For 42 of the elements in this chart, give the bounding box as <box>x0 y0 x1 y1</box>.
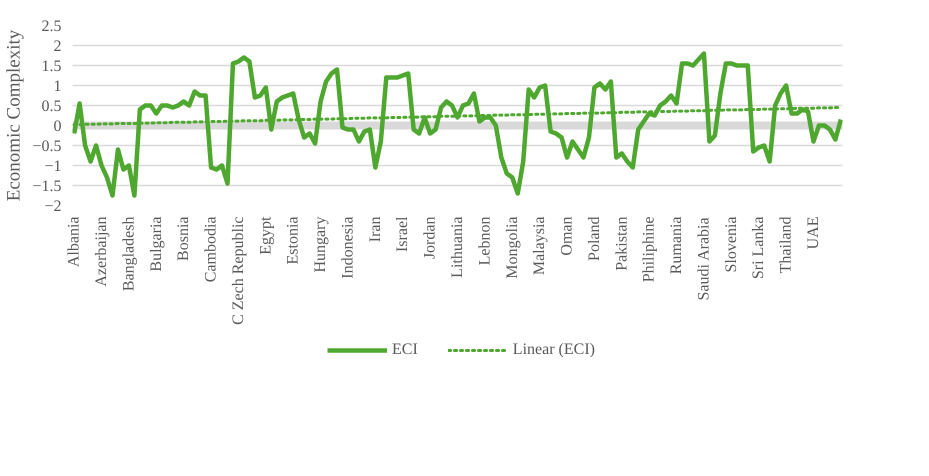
x-tick-label: Oman <box>558 216 576 256</box>
y-tick-label: 2.5 <box>42 18 62 35</box>
x-tick-label: Israel <box>394 216 412 252</box>
x-tick-label: Rumania <box>668 216 686 274</box>
x-tick-label: Iran <box>366 216 384 242</box>
x-tick-label: Cambodia <box>202 216 220 282</box>
legend-label: Linear (ECI) <box>512 340 595 358</box>
x-tick-label: Malaysia <box>531 216 548 276</box>
y-tick-label: 1.5 <box>42 58 62 75</box>
x-tick-label: Slovenia <box>722 216 740 272</box>
y-axis-title: Economic Complexity <box>3 29 24 202</box>
x-tick-label: Jordan <box>422 216 439 260</box>
x-tick-label: Sri Lanka <box>750 216 768 280</box>
x-tick-label: Hungary <box>312 216 330 272</box>
y-tick-label: 2 <box>54 38 62 55</box>
x-tick-label: Bulgaria <box>148 216 165 272</box>
x-tick-label: Poland <box>586 216 603 261</box>
legend-label: ECI <box>392 340 418 358</box>
y-tick-label: 0.5 <box>42 98 62 115</box>
y-tick-label: 1 <box>54 78 62 95</box>
x-tick-label: Saudi Arabia <box>695 217 712 300</box>
x-tick-label: C Zech Republic <box>230 216 247 325</box>
y-tick-label: −0.5 <box>32 138 62 155</box>
x-tick-label: Lithuania <box>449 216 466 278</box>
x-tick-label: Mongolia <box>504 216 521 279</box>
x-tick-label: Egypt <box>257 216 274 255</box>
x-tick-label: Pakistan <box>613 216 630 271</box>
x-tick-label: Azerbaijan <box>93 216 110 287</box>
x-tick-label: Bosnia <box>175 216 192 261</box>
line-series <box>72 51 842 198</box>
y-tick-label: −1 <box>44 158 62 175</box>
y-tick-label: −2 <box>44 198 62 215</box>
x-tick-label: Bangladesh <box>120 216 138 292</box>
x-tick-label: Thailand <box>778 216 795 274</box>
x-tick-label: Albania <box>66 216 83 268</box>
y-tick-label: −1.5 <box>32 178 62 195</box>
x-tick-label: Estonia <box>284 216 302 264</box>
y-tick-label: 0 <box>54 118 62 135</box>
x-tick-label: Lebnon <box>476 216 494 266</box>
x-tick-label: Philiphine <box>640 216 658 282</box>
x-tick-label: UAE <box>804 216 822 250</box>
x-tick-label: Indonesia <box>339 216 356 279</box>
